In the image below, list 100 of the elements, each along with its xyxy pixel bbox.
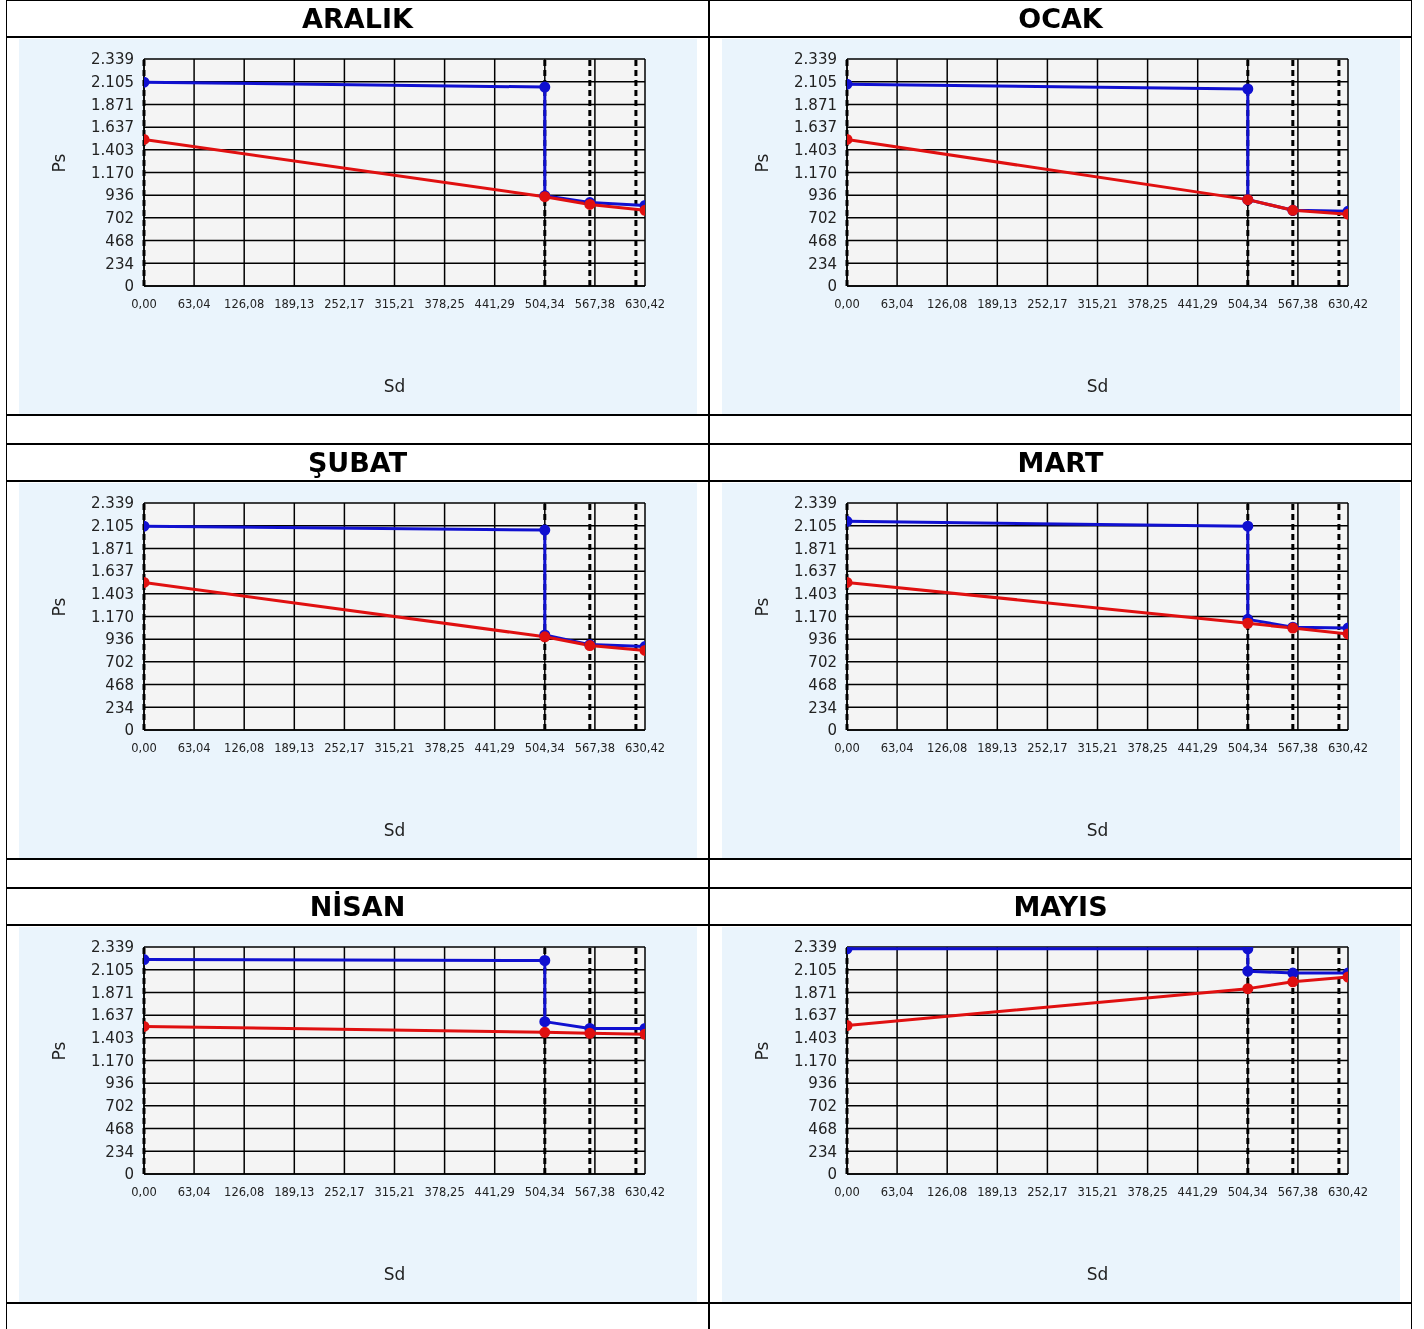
- y-tick-label: 468: [105, 675, 134, 694]
- y-tick-label: 1.403: [794, 585, 837, 604]
- x-tick-label: 63,04: [177, 741, 211, 755]
- y-tick-label: 1.170: [91, 607, 134, 626]
- y-tick-label: 2.105: [91, 73, 134, 92]
- x-tick-label: 567,38: [574, 1185, 616, 1199]
- y-axis-title: Ps: [752, 597, 773, 617]
- x-tick-label: 441,29: [1177, 1185, 1218, 1199]
- x-tick-label: 378,25: [1127, 1185, 1168, 1199]
- y-tick-label: 2.339: [91, 938, 134, 957]
- y-tick-label: 1.871: [91, 983, 134, 1002]
- chart-title: OCAK: [709, 0, 1412, 37]
- y-tick-label: 1.403: [91, 1029, 134, 1048]
- x-axis-title: Sd: [383, 1264, 406, 1284]
- y-tick-label: 1.637: [794, 1006, 837, 1025]
- y-tick-label: 0: [124, 277, 134, 296]
- x-tick-label: 504,34: [524, 741, 565, 755]
- y-tick-label: 936: [105, 630, 134, 649]
- y-tick-label: 2.339: [794, 494, 837, 513]
- x-tick-label: 567,38: [574, 741, 616, 755]
- x-tick-label: 189,13: [274, 1185, 315, 1199]
- x-tick-label: 0,00: [834, 297, 860, 311]
- y-tick-label: 468: [105, 231, 134, 250]
- x-tick-label: 630,42: [1327, 1185, 1369, 1199]
- y-tick-label: 1.403: [91, 141, 134, 160]
- y-tick-label: 1.871: [794, 983, 837, 1002]
- x-axis-title: Sd: [1086, 820, 1109, 840]
- y-tick-label: 234: [105, 254, 134, 273]
- y-tick-label: 936: [808, 186, 837, 205]
- y-tick-label: 0: [124, 1165, 134, 1184]
- y-tick-label: 234: [808, 698, 837, 717]
- y-tick-label: 0: [827, 1165, 837, 1184]
- x-tick-label: 252,17: [324, 1185, 365, 1199]
- y-tick-label: 1.637: [91, 562, 134, 581]
- y-tick-label: 234: [105, 1142, 134, 1161]
- y-tick-label: 1.637: [794, 118, 837, 137]
- y-tick-label: 1.403: [794, 1029, 837, 1048]
- y-tick-label: 1.637: [91, 1006, 134, 1025]
- y-tick-label: 1.871: [91, 539, 134, 558]
- x-tick-label: 315,21: [374, 741, 415, 755]
- y-tick-label: 1.403: [91, 585, 134, 604]
- x-axis-title: Sd: [383, 820, 406, 840]
- y-tick-label: 468: [808, 1119, 837, 1138]
- x-tick-label: 315,21: [374, 1185, 415, 1199]
- x-axis-title: Sd: [1086, 376, 1109, 396]
- x-tick-label: 630,42: [624, 297, 666, 311]
- y-tick-label: 702: [808, 209, 837, 228]
- y-tick-label: 1.170: [91, 1051, 134, 1070]
- y-tick-label: 2.105: [794, 73, 837, 92]
- x-tick-label: 189,13: [977, 1185, 1018, 1199]
- x-tick-label: 126,08: [927, 297, 968, 311]
- x-tick-label: 441,29: [474, 1185, 515, 1199]
- x-tick-label: 504,34: [1227, 741, 1268, 755]
- y-tick-label: 234: [808, 254, 837, 273]
- x-tick-label: 189,13: [977, 741, 1018, 755]
- x-tick-label: 126,08: [224, 297, 265, 311]
- x-tick-label: 252,17: [324, 741, 365, 755]
- x-tick-label: 378,25: [1127, 297, 1168, 311]
- x-tick-label: 189,13: [274, 297, 315, 311]
- chart-title: ARALIK: [6, 0, 709, 37]
- y-tick-label: 702: [808, 1097, 837, 1116]
- y-tick-label: 2.339: [794, 50, 837, 69]
- y-tick-label: 1.170: [794, 1051, 837, 1070]
- x-tick-label: 252,17: [1027, 741, 1068, 755]
- y-tick-label: 0: [827, 277, 837, 296]
- y-tick-label: 1.170: [91, 163, 134, 182]
- x-tick-label: 441,29: [1177, 741, 1218, 755]
- y-tick-label: 1.871: [794, 539, 837, 558]
- x-tick-label: 378,25: [424, 1185, 465, 1199]
- x-tick-label: 504,34: [1227, 297, 1268, 311]
- x-tick-label: 63,04: [177, 1185, 211, 1199]
- y-tick-label: 936: [105, 1074, 134, 1093]
- chart-title: ŞUBAT: [6, 444, 709, 481]
- x-tick-label: 441,29: [474, 297, 515, 311]
- x-tick-label: 189,13: [274, 741, 315, 755]
- chart-title: NİSAN: [6, 888, 709, 925]
- x-tick-label: 504,34: [524, 1185, 565, 1199]
- x-tick-label: 126,08: [224, 1185, 265, 1199]
- x-axis-title: Sd: [1086, 1264, 1109, 1284]
- x-tick-label: 567,38: [1277, 1185, 1319, 1199]
- x-tick-label: 315,21: [374, 297, 415, 311]
- y-tick-label: 2.339: [91, 50, 134, 69]
- x-tick-label: 0,00: [834, 741, 860, 755]
- x-tick-label: 63,04: [880, 297, 914, 311]
- y-axis-title: Ps: [752, 153, 773, 173]
- y-tick-label: 1.403: [794, 141, 837, 160]
- y-tick-label: 2.105: [91, 961, 134, 980]
- y-axis-title: Ps: [49, 597, 70, 617]
- x-tick-label: 0,00: [131, 741, 157, 755]
- y-tick-label: 936: [105, 186, 134, 205]
- x-tick-label: 504,34: [1227, 1185, 1268, 1199]
- y-tick-label: 1.637: [91, 118, 134, 137]
- y-tick-label: 936: [808, 630, 837, 649]
- chart-title: MART: [709, 444, 1412, 481]
- x-tick-label: 378,25: [1127, 741, 1168, 755]
- x-tick-label: 126,08: [927, 741, 968, 755]
- x-tick-label: 0,00: [131, 1185, 157, 1199]
- x-axis-title: Sd: [383, 376, 406, 396]
- x-tick-label: 567,38: [1277, 297, 1319, 311]
- y-tick-label: 234: [105, 698, 134, 717]
